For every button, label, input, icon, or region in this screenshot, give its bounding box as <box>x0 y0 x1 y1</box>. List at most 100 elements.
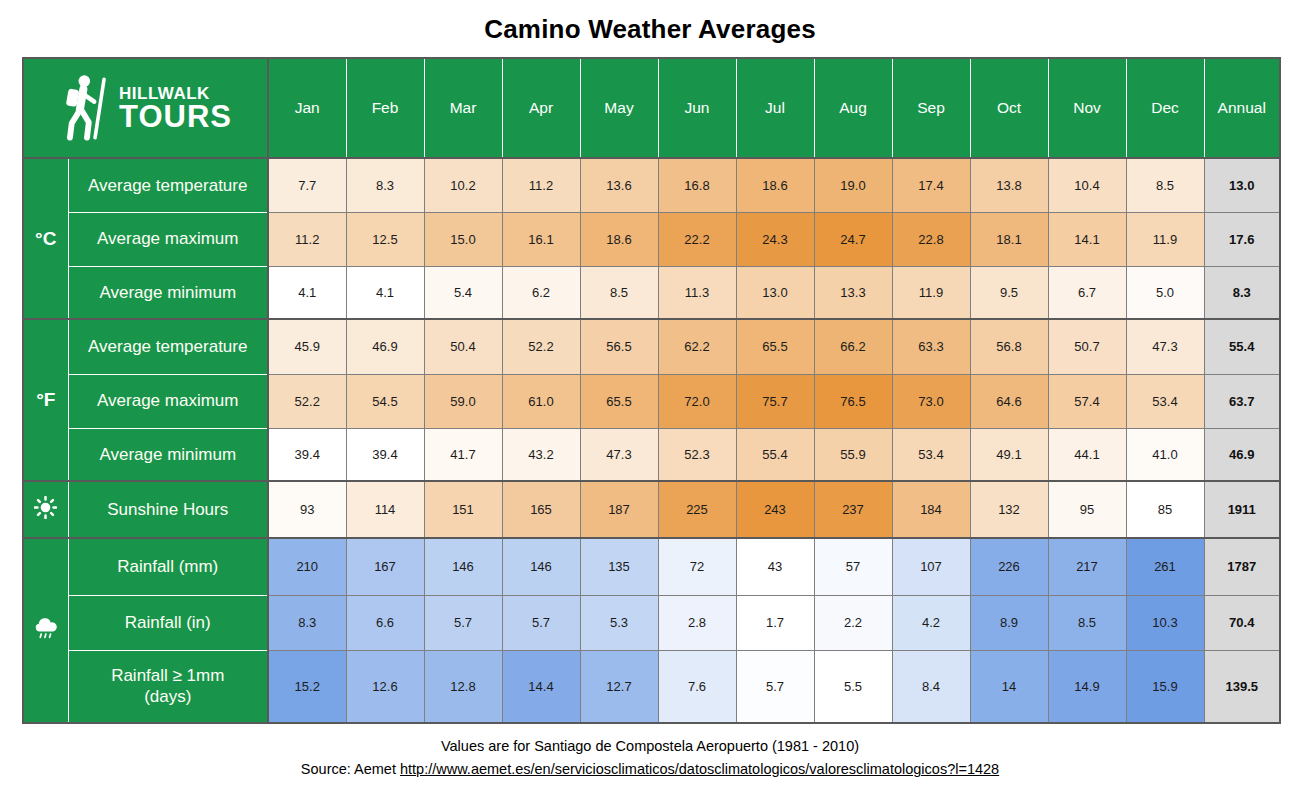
column-header-may: May <box>580 58 658 158</box>
value-cell: 17.4 <box>892 158 970 212</box>
value-cell: 15.9 <box>1126 650 1204 723</box>
weather-table-wrap: HILLWALKTOURSJanFebMarAprMayJunJulAugSep… <box>22 57 1300 724</box>
value-cell: 64.6 <box>970 374 1048 428</box>
value-cell: 4.2 <box>892 595 970 650</box>
annual-value-cell: 139.5 <box>1204 650 1280 723</box>
value-cell: 146 <box>424 538 502 595</box>
value-cell: 261 <box>1126 538 1204 595</box>
value-cell: 22.2 <box>658 212 736 266</box>
value-cell: 12.6 <box>346 650 424 723</box>
value-cell: 46.9 <box>346 319 424 374</box>
value-cell: 62.2 <box>658 319 736 374</box>
weather-table: HILLWALKTOURSJanFebMarAprMayJunJulAugSep… <box>22 57 1281 724</box>
value-cell: 11.9 <box>1126 212 1204 266</box>
value-cell: 132 <box>970 481 1048 538</box>
row-label: Rainfall ≥ 1mm (days) <box>68 650 268 723</box>
value-cell: 5.7 <box>424 595 502 650</box>
value-cell: 243 <box>736 481 814 538</box>
value-cell: 12.7 <box>580 650 658 723</box>
value-cell: 165 <box>502 481 580 538</box>
value-cell: 5.3 <box>580 595 658 650</box>
column-header-nov: Nov <box>1048 58 1126 158</box>
value-cell: 75.7 <box>736 374 814 428</box>
value-cell: 50.4 <box>424 319 502 374</box>
row-label: Average temperature <box>68 319 268 374</box>
value-cell: 146 <box>502 538 580 595</box>
value-cell: 5.0 <box>1126 266 1204 319</box>
value-cell: 7.7 <box>268 158 346 212</box>
value-cell: 167 <box>346 538 424 595</box>
value-cell: 135 <box>580 538 658 595</box>
value-cell: 18.6 <box>736 158 814 212</box>
value-cell: 5.7 <box>502 595 580 650</box>
source-link[interactable]: http://www.aemet.es/en/serviciosclimatic… <box>400 761 999 777</box>
value-cell: 12.5 <box>346 212 424 266</box>
value-cell: 6.2 <box>502 266 580 319</box>
value-cell: 43 <box>736 538 814 595</box>
column-header-sep: Sep <box>892 58 970 158</box>
value-cell: 11.3 <box>658 266 736 319</box>
value-cell: 7.6 <box>658 650 736 723</box>
value-cell: 54.5 <box>346 374 424 428</box>
value-cell: 55.9 <box>814 428 892 481</box>
value-cell: 50.7 <box>1048 319 1126 374</box>
value-cell: 57.4 <box>1048 374 1126 428</box>
value-cell: 45.9 <box>268 319 346 374</box>
value-cell: 41.0 <box>1126 428 1204 481</box>
column-header-jul: Jul <box>736 58 814 158</box>
value-cell: 9.5 <box>970 266 1048 319</box>
value-cell: 8.9 <box>970 595 1048 650</box>
value-cell: 10.2 <box>424 158 502 212</box>
value-cell: 18.1 <box>970 212 1048 266</box>
value-cell: 8.5 <box>580 266 658 319</box>
value-cell: 73.0 <box>892 374 970 428</box>
column-header-jan: Jan <box>268 58 346 158</box>
column-header-aug: Aug <box>814 58 892 158</box>
value-cell: 43.2 <box>502 428 580 481</box>
row-label: Rainfall (in) <box>68 595 268 650</box>
unit-label: °C <box>23 158 68 319</box>
value-cell: 10.3 <box>1126 595 1204 650</box>
value-cell: 93 <box>268 481 346 538</box>
value-cell: 187 <box>580 481 658 538</box>
value-cell: 210 <box>268 538 346 595</box>
value-cell: 59.0 <box>424 374 502 428</box>
brand-name-bottom: TOURS <box>119 102 232 131</box>
hiker-icon <box>59 73 115 143</box>
sun-icon <box>34 496 57 519</box>
value-cell: 226 <box>970 538 1048 595</box>
annual-value-cell: 46.9 <box>1204 428 1280 481</box>
row-label: Rainfall (mm) <box>68 538 268 595</box>
row-label: Sunshine Hours <box>68 481 268 538</box>
value-cell: 6.7 <box>1048 266 1126 319</box>
annual-value-cell: 1911 <box>1204 481 1280 538</box>
value-cell: 47.3 <box>580 428 658 481</box>
value-cell: 52.2 <box>502 319 580 374</box>
footer-source: Source: Aemet http://www.aemet.es/en/ser… <box>0 758 1300 781</box>
column-header-apr: Apr <box>502 58 580 158</box>
value-cell: 114 <box>346 481 424 538</box>
value-cell: 61.0 <box>502 374 580 428</box>
value-cell: 5.4 <box>424 266 502 319</box>
footer: Values are for Santiago de Compostela Ae… <box>0 735 1300 781</box>
value-cell: 56.5 <box>580 319 658 374</box>
value-cell: 8.5 <box>1048 595 1126 650</box>
annual-value-cell: 1787 <box>1204 538 1280 595</box>
footer-note: Values are for Santiago de Compostela Ae… <box>0 735 1300 758</box>
value-cell: 16.1 <box>502 212 580 266</box>
annual-value-cell: 70.4 <box>1204 595 1280 650</box>
value-cell: 44.1 <box>1048 428 1126 481</box>
value-cell: 4.1 <box>268 266 346 319</box>
column-header-feb: Feb <box>346 58 424 158</box>
value-cell: 225 <box>658 481 736 538</box>
value-cell: 8.4 <box>892 650 970 723</box>
value-cell: 13.0 <box>736 266 814 319</box>
column-header-mar: Mar <box>424 58 502 158</box>
value-cell: 13.3 <box>814 266 892 319</box>
value-cell: 39.4 <box>268 428 346 481</box>
value-cell: 107 <box>892 538 970 595</box>
value-cell: 8.5 <box>1126 158 1204 212</box>
value-cell: 2.8 <box>658 595 736 650</box>
value-cell: 22.8 <box>892 212 970 266</box>
value-cell: 39.4 <box>346 428 424 481</box>
